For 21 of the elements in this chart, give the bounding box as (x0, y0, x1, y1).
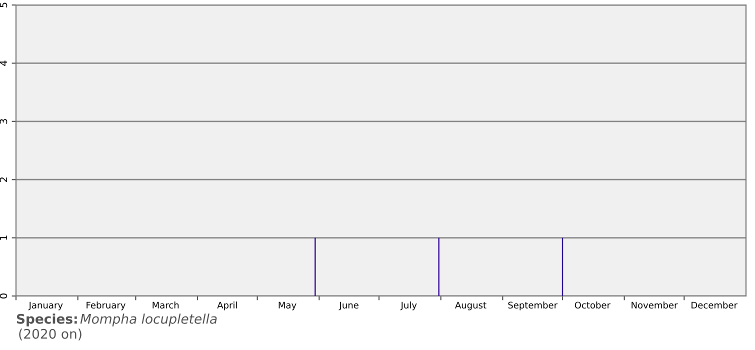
y-tick-label: 3 (0, 119, 8, 124)
x-tick-label: December (692, 302, 738, 309)
y-tick-label: 4 (0, 60, 8, 66)
x-tick-label: September (508, 302, 558, 310)
y-tick-label: 5 (0, 2, 8, 8)
x-tick-label: June (338, 302, 358, 310)
x-tick-label: November (632, 302, 678, 309)
y-tick-label: 1 (0, 236, 8, 240)
x-tick-label: October (574, 302, 610, 309)
y-tick-label: 0 (0, 294, 8, 298)
text: Mompha locupletella (80, 314, 217, 326)
x-tick-label: March (152, 302, 179, 309)
x-tick-label: April (217, 302, 237, 310)
text: (2020 on) (19, 328, 82, 340)
x-tick-label: February (86, 302, 126, 310)
x-tick-label: January (28, 302, 63, 310)
x-tick-label: July (400, 302, 417, 310)
y-tick-label: 2 (0, 177, 8, 182)
text: Species: (16, 314, 77, 326)
x-tick-label: May (278, 302, 296, 310)
x-tick-label: August (455, 302, 486, 310)
